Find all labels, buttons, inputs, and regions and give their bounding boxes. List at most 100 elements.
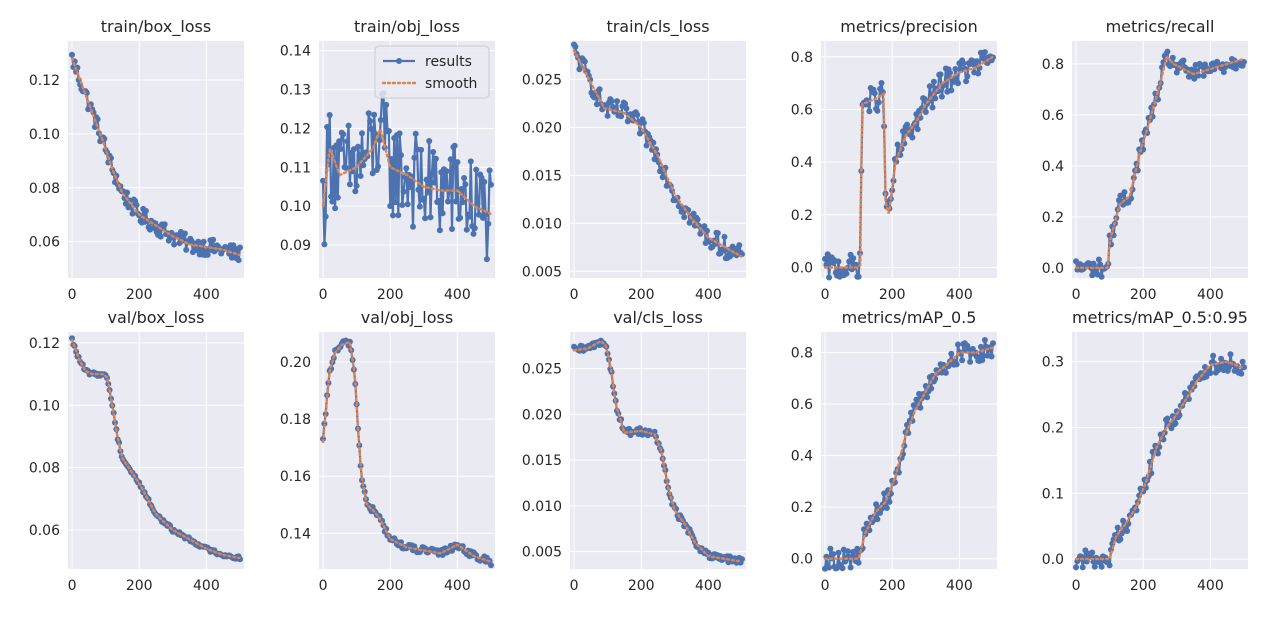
results-point: [1218, 355, 1225, 362]
y-tick-label: 0.0: [791, 552, 813, 568]
smooth-series-line: [823, 56, 994, 269]
results-point: [459, 199, 466, 206]
results-point: [463, 226, 470, 233]
results-point: [365, 110, 372, 117]
results-point: [367, 118, 374, 124]
results-point: [481, 178, 488, 185]
results-point: [1227, 351, 1234, 358]
x-tick-label: 400: [946, 578, 973, 594]
results-point: [622, 100, 629, 107]
results-point: [447, 156, 454, 163]
results-point: [428, 171, 435, 178]
results-point: [938, 93, 945, 100]
results-point: [835, 258, 842, 265]
legend-smooth-label: smooth: [425, 76, 477, 92]
results-point: [356, 152, 363, 159]
results-point: [973, 58, 980, 65]
results-point: [855, 273, 862, 280]
panel-7: val/cls_loss 0 200 400 0.005 0.010 0.015 0.020 0…: [522, 308, 746, 594]
results-point: [596, 86, 603, 93]
results-point: [714, 230, 721, 237]
panel-3: metrics/precision 0 200 400 0.0 0.2 0.4 0.6 0.8: [791, 17, 997, 303]
results-point: [412, 130, 419, 137]
results-point: [124, 189, 131, 196]
results-point: [377, 117, 384, 123]
results-point: [474, 200, 481, 207]
results-point: [643, 142, 650, 149]
y-tick-label: 0.0: [1042, 552, 1064, 568]
results-point: [850, 255, 857, 262]
panel-title: metrics/mAP_0.5: [842, 308, 977, 328]
results-point: [403, 165, 410, 172]
results-point: [320, 177, 326, 184]
y-tick-label: 0.6: [791, 102, 813, 118]
legend: results smooth: [374, 45, 490, 99]
y-tick-label: 0.06: [29, 235, 60, 251]
results-point: [462, 181, 469, 188]
y-tick-label: 0.4: [791, 155, 813, 171]
results-point: [929, 104, 936, 111]
results-point: [975, 70, 982, 77]
results-point: [451, 142, 458, 149]
results-point: [572, 43, 579, 50]
results-point: [336, 138, 343, 145]
x-tick-label: 400: [946, 287, 973, 303]
y-tick-label: 0.16: [280, 469, 311, 485]
results-point: [181, 230, 188, 237]
results-point: [357, 173, 364, 179]
x-tick-label: 200: [126, 578, 153, 594]
y-tick-label: 0.20: [280, 355, 311, 371]
panel-title: val/obj_loss: [361, 308, 453, 328]
results-point: [355, 143, 361, 150]
results-point: [830, 551, 837, 557]
y-tick-label: 0.6: [791, 397, 813, 413]
results-point: [326, 112, 333, 118]
results-point: [1073, 564, 1079, 571]
results-point: [914, 126, 921, 133]
results-point: [1169, 54, 1176, 61]
results-point: [981, 49, 988, 56]
results-point: [395, 212, 402, 219]
results-point: [947, 69, 953, 76]
results-point: [387, 203, 394, 209]
smooth-series-line: [572, 49, 743, 258]
x-tick-label: 200: [1130, 578, 1157, 594]
results-point: [183, 246, 190, 253]
y-tick-label: 0.005: [522, 545, 562, 561]
results-point: [328, 193, 335, 200]
results-point: [948, 87, 955, 94]
results-point: [826, 564, 833, 571]
results-series-line: [321, 92, 493, 261]
results-point: [445, 198, 451, 205]
results-point: [1180, 57, 1187, 64]
results-point: [69, 51, 75, 58]
results-point: [235, 257, 242, 264]
results-point: [383, 101, 390, 108]
results-point: [1117, 192, 1124, 199]
results-point: [883, 505, 890, 511]
legend-results-marker: [396, 58, 402, 64]
results-point: [846, 258, 853, 265]
y-tick-label: 0.020: [522, 407, 562, 423]
results-point: [963, 78, 970, 85]
results-point: [396, 130, 403, 137]
results-point: [344, 138, 351, 145]
results-point: [634, 111, 641, 118]
results-point: [371, 111, 378, 118]
plot-area: [821, 41, 997, 278]
results-point: [959, 357, 966, 364]
y-tick-label: 0.12: [280, 121, 311, 137]
results-point: [904, 121, 910, 128]
plot-area: [319, 332, 495, 569]
results-point: [701, 223, 708, 230]
results-point: [432, 155, 439, 162]
results-point: [171, 241, 178, 248]
results-point: [453, 198, 459, 205]
results-point: [728, 252, 735, 258]
panel-title: val/cls_loss: [613, 308, 703, 328]
results-point: [839, 565, 846, 572]
results-point: [470, 230, 477, 237]
results-point: [430, 149, 437, 155]
legend-results-label: results: [425, 54, 472, 70]
results-point: [952, 66, 959, 72]
